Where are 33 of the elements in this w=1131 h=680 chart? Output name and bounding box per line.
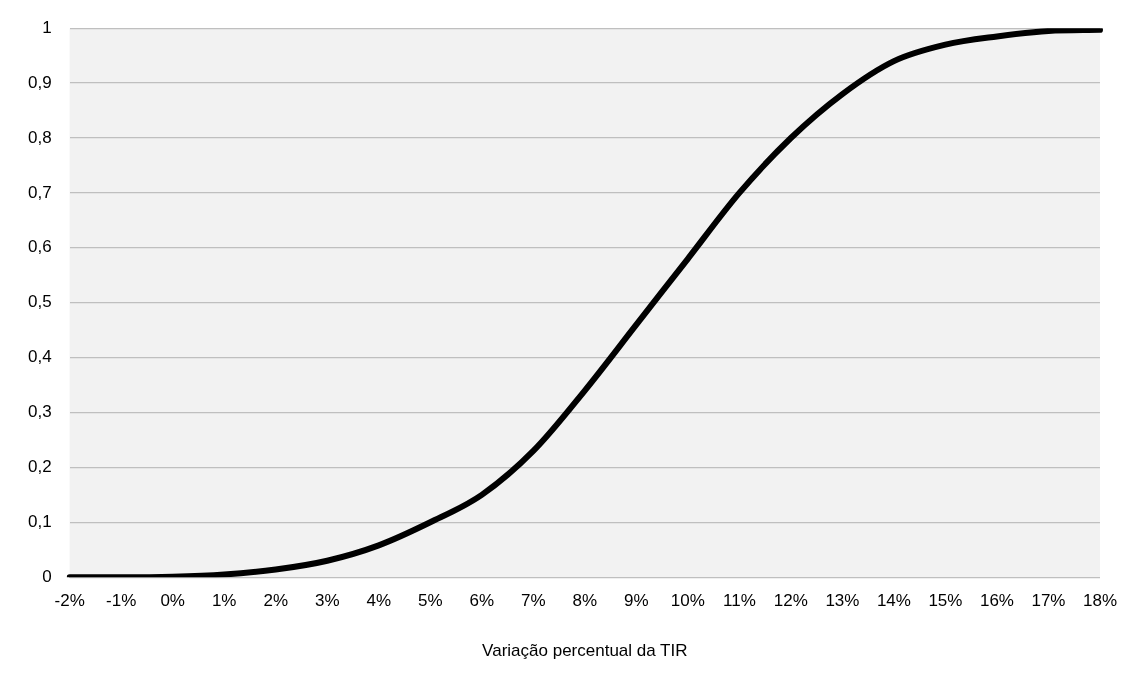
x-tick-label: 14% (876, 591, 911, 611)
x-tick-label: 1% (211, 591, 237, 611)
x-tick-label: 7% (521, 591, 546, 611)
x-axis-title: Variação percentual da TIR (482, 641, 688, 661)
x-tick-label: 10% (670, 591, 705, 611)
x-tick-label: -1% (106, 591, 137, 611)
y-tick-label: 0,4 (27, 347, 52, 367)
x-tick-label: 18% (1082, 591, 1117, 611)
x-tick-label: 5% (417, 591, 443, 611)
x-tick-label: 15% (928, 591, 963, 611)
y-tick-label: 0,7 (27, 182, 52, 202)
y-tick-label: 0,1 (27, 511, 52, 531)
y-tick-label: 0,5 (27, 292, 52, 312)
y-tick-label: 0,3 (27, 402, 52, 422)
x-tick-label: 16% (979, 591, 1014, 611)
x-tick-label: 0% (160, 591, 185, 611)
x-tick-label: 9% (624, 591, 649, 611)
x-tick-label: -2% (54, 591, 85, 611)
x-tick-label: 11% (722, 591, 756, 611)
x-tick-label: 8% (572, 591, 598, 611)
y-tick-label: 0,6 (27, 237, 52, 257)
x-tick-label: 3% (314, 591, 340, 611)
x-tick-label: 13% (825, 591, 860, 611)
x-tick-label: 2% (263, 591, 288, 611)
y-tick-label: 1 (42, 17, 52, 37)
y-tick-label: 0,8 (27, 127, 52, 147)
y-tick-label: 0,9 (27, 72, 52, 92)
y-tick-label: 0 (42, 566, 52, 586)
x-tick-label: 4% (366, 591, 392, 611)
x-tick-label: 6% (469, 591, 495, 611)
x-tick-label: 17% (1031, 591, 1066, 611)
x-tick-label: 12% (773, 591, 808, 611)
y-tick-label: 0,2 (27, 457, 52, 477)
